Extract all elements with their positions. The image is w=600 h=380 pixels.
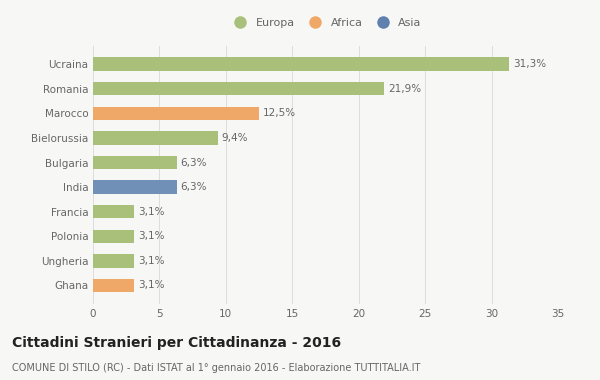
Text: 9,4%: 9,4% <box>222 133 248 143</box>
Text: Cittadini Stranieri per Cittadinanza - 2016: Cittadini Stranieri per Cittadinanza - 2… <box>12 336 341 350</box>
Bar <box>93 254 134 268</box>
Legend: Europa, Africa, Asia: Europa, Africa, Asia <box>229 17 422 28</box>
Text: 21,9%: 21,9% <box>388 84 421 94</box>
Text: COMUNE DI STILO (RC) - Dati ISTAT al 1° gennaio 2016 - Elaborazione TUTTITALIA.I: COMUNE DI STILO (RC) - Dati ISTAT al 1° … <box>12 363 421 373</box>
Bar <box>93 279 134 292</box>
Bar <box>93 230 134 243</box>
Bar <box>93 131 218 145</box>
Text: 6,3%: 6,3% <box>181 182 207 192</box>
Text: 3,1%: 3,1% <box>138 231 164 241</box>
Text: 12,5%: 12,5% <box>263 108 296 118</box>
Bar <box>93 205 134 218</box>
Bar <box>93 156 176 169</box>
Bar <box>93 106 259 120</box>
Text: 3,1%: 3,1% <box>138 256 164 266</box>
Bar <box>93 82 384 95</box>
Text: 3,1%: 3,1% <box>138 207 164 217</box>
Text: 31,3%: 31,3% <box>513 59 546 69</box>
Text: 6,3%: 6,3% <box>181 157 207 168</box>
Text: 3,1%: 3,1% <box>138 280 164 290</box>
Bar <box>93 57 509 71</box>
Bar <box>93 180 176 194</box>
